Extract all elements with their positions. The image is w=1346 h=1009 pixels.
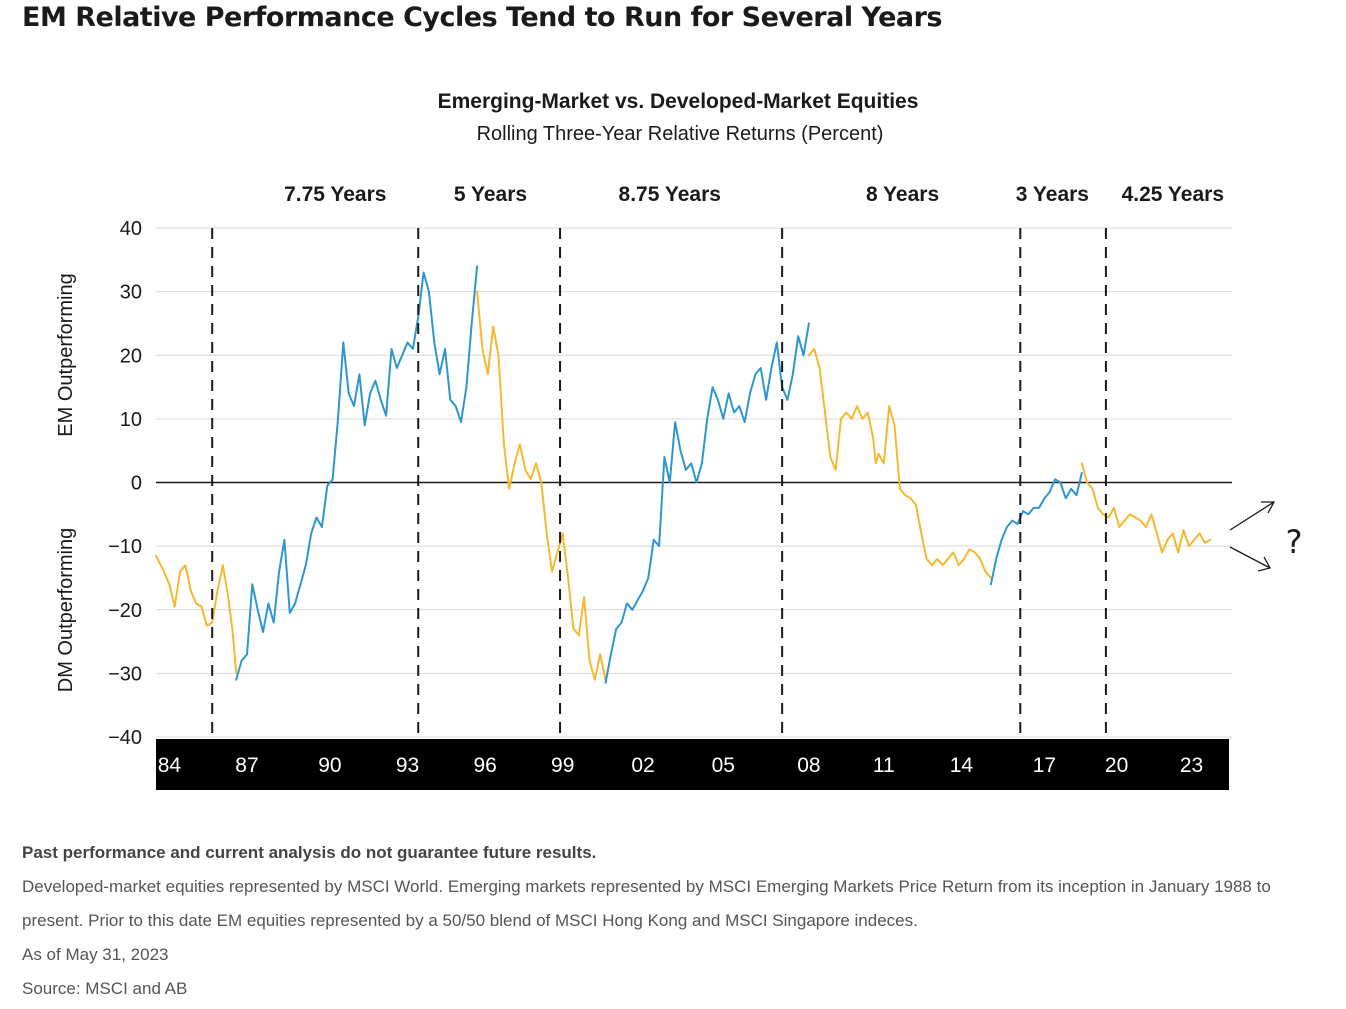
series-segment-2 [476, 290, 607, 681]
outlook-arrows [1229, 501, 1276, 572]
x-axis-tick-labels: 84 87 90 93 96 99 02 05 08 11 14 17 20 23 [158, 754, 1204, 777]
y-tick-label: 30 [120, 282, 142, 304]
x-tick-label: 96 [473, 754, 496, 777]
x-tick-label: 84 [158, 754, 182, 777]
x-tick-label: 17 [1033, 754, 1056, 777]
series-segment-1 [235, 265, 479, 681]
x-tick-label: 11 [873, 754, 895, 777]
footnote-line-2: present. Prior to this date EM equities … [22, 911, 918, 930]
y-tick-label: −40 [108, 727, 142, 749]
y-tick-label: −10 [108, 536, 142, 558]
series-segment-4 [807, 347, 992, 579]
cycle-label: 3 Years [1016, 183, 1089, 206]
cycle-label: 8.75 Years [619, 183, 721, 206]
x-tick-label: 20 [1105, 754, 1128, 777]
footnote-line-1: Developed-market equities represented by… [22, 877, 1271, 896]
y-tick-label: 40 [120, 218, 142, 240]
arrow-up [1229, 501, 1275, 531]
cycle-label: 8 Years [866, 183, 939, 206]
x-tick-label: 14 [950, 754, 974, 777]
footnotes: Past performance and current analysis do… [22, 836, 1332, 1006]
cycle-duration-labels: 7.75 Years 5 Years 8.75 Years 8 Years 3 Year… [284, 183, 1224, 206]
gridlines [156, 227, 1232, 738]
chart-title: Emerging-Market vs. Developed-Market Equ… [438, 90, 919, 113]
y-tick-label: 0 [131, 473, 142, 495]
y-tick-label: 20 [120, 345, 142, 367]
cycle-divider-lines [211, 228, 1107, 737]
y-axis-tick-labels: 40 30 20 10 0 −10 −20 −30 −40 [108, 218, 142, 749]
x-tick-label: 05 [712, 754, 735, 777]
y-axis-label-dm: DM Outperforming [55, 528, 77, 693]
arrow-down [1229, 546, 1271, 569]
x-tick-label: 93 [396, 754, 419, 777]
y-axis-label-em: EM Outperforming [55, 273, 77, 436]
series-segment-5 [989, 472, 1083, 586]
series-segment-3 [604, 322, 810, 684]
x-tick-label: 87 [235, 754, 258, 777]
y-tick-label: 10 [120, 409, 142, 431]
series-segment-6 [1080, 462, 1212, 554]
x-tick-label: 99 [551, 754, 574, 777]
y-tick-label: −30 [108, 663, 142, 685]
cycle-label: 7.75 Years [284, 183, 386, 206]
x-axis-band [156, 739, 1229, 790]
x-tick-label: 90 [318, 754, 341, 777]
disclaimer: Past performance and current analysis do… [22, 843, 597, 862]
cycle-label: 5 Years [454, 183, 527, 206]
arrow-up-head [1261, 501, 1276, 514]
as-of-date: As of May 31, 2023 [22, 945, 169, 964]
x-tick-label: 08 [797, 754, 820, 777]
arrow-down-head [1257, 556, 1271, 572]
relative-return-line [155, 265, 1212, 684]
series-segment-0 [155, 554, 238, 675]
x-tick-label: 23 [1180, 754, 1203, 777]
source: Source: MSCI and AB [22, 979, 188, 998]
page-headline: EM Relative Performance Cycles Tend to R… [22, 2, 942, 33]
y-tick-label: −20 [108, 600, 142, 622]
cycle-label: 4.25 Years [1122, 183, 1224, 206]
chart: Emerging-Market vs. Developed-Market Equ… [55, 90, 1303, 790]
x-tick-label: 02 [631, 754, 654, 777]
question-mark: ? [1286, 523, 1303, 561]
chart-subtitle: Rolling Three-Year Relative Returns (Per… [477, 123, 884, 145]
